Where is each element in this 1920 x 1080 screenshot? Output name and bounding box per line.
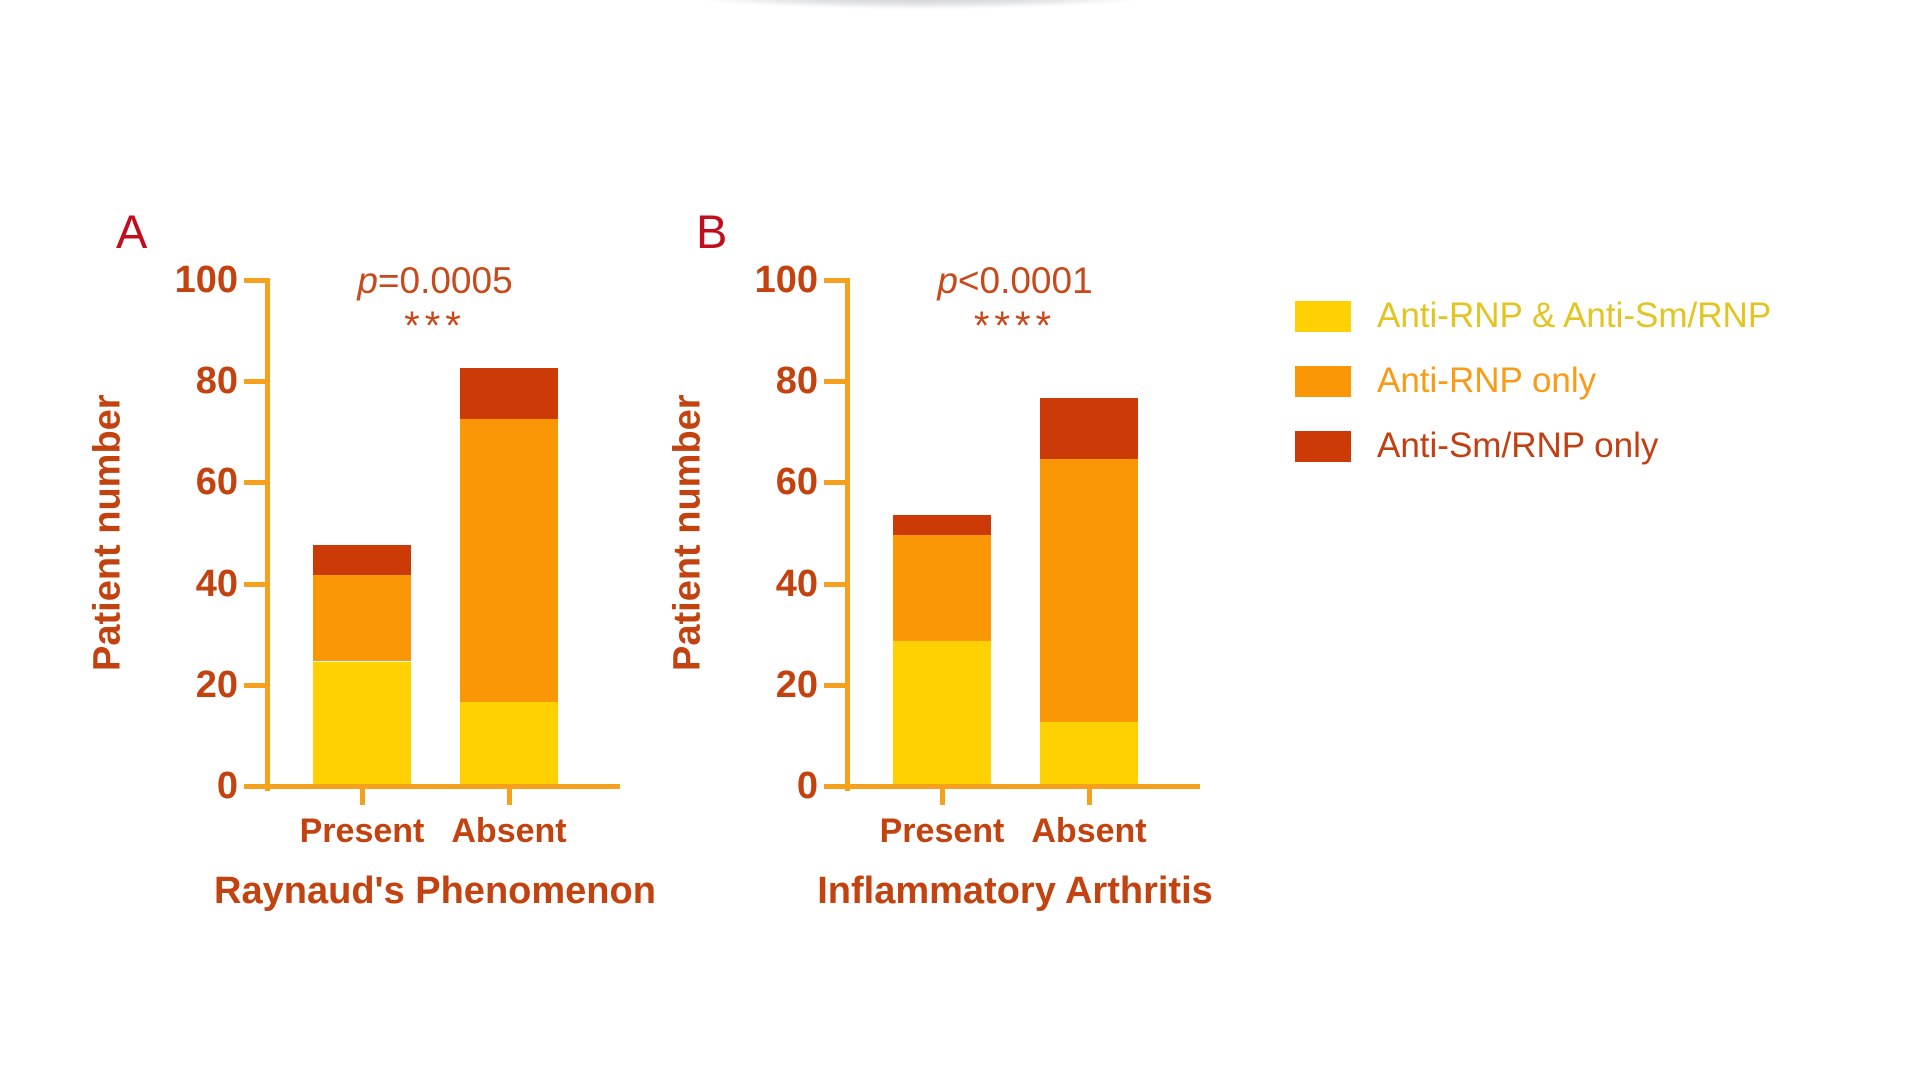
legend-item: Anti-RNP & Anti-Sm/RNP [1295,296,1771,335]
y-axis-title: Patient number [86,394,129,672]
y-axis-line [845,278,850,791]
bar-segment-anti-sm-rnp-only [893,514,991,535]
y-tick-mark [244,379,265,385]
x-axis-group-title: Inflammatory Arthritis [817,870,1213,912]
bar-segment-anti-rnp-anti-sm-rnp [1040,722,1138,788]
bar-segment-anti-rnp-only [1040,459,1138,723]
x-category-label: Present [299,812,425,850]
p-italic: p [357,260,378,301]
x-axis-line [843,784,1200,789]
y-tick-mark [244,682,265,688]
y-tick-label: 60 [775,461,818,504]
bar-segment-anti-rnp-anti-sm-rnp [313,661,411,788]
window-top-shadow [695,0,1145,8]
y-tick-label: 0 [216,765,238,807]
bar-segment-anti-sm-rnp-only [1040,398,1138,460]
x-tick-mark [1086,789,1092,805]
legend-color-swatch [1295,430,1351,462]
y-axis-title: Patient number [666,394,709,672]
x-axis-group-title: Raynaud's Phenomenon [214,870,656,912]
legend-item-label: Anti-Sm/RNP only [1377,426,1659,465]
bar-segment-anti-rnp-anti-sm-rnp [893,641,991,788]
bar-segment-anti-sm-rnp-only [313,545,411,576]
chart-panel-a: A Patient number 0 20 40 60 80 100 Present Absent… [80,205,680,950]
y-tick-label: 100 [754,259,818,301]
panel-letter: B [696,205,729,258]
panel-letter: A [116,205,149,258]
y-tick-mark [824,480,845,486]
chart-panel-b: B Patient number 0 20 40 60 80 100 Present Absent… [660,205,1260,950]
y-tick-label: 80 [775,360,818,403]
legend-item-label: Anti-RNP only [1377,361,1597,400]
significance-stars: *** [404,304,466,348]
y-tick-label: 40 [195,562,238,605]
y-tick-label: 20 [195,663,238,706]
bar-segment-anti-rnp-anti-sm-rnp [460,701,558,788]
y-axis-line [265,278,270,791]
y-tick-mark [244,480,265,486]
legend-color-swatch [1295,365,1351,397]
p-value-annotation: p=0.0005 [357,260,513,301]
x-tick-mark [359,789,365,805]
x-category-label: Absent [1031,812,1147,850]
x-tick-mark [506,789,512,805]
y-tick-mark [244,581,265,587]
y-tick-mark [824,682,845,688]
p-italic: p [937,260,958,301]
bar-segment-anti-sm-rnp-only [460,368,558,419]
y-tick-label: 60 [195,461,238,504]
y-tick-label: 40 [775,562,818,605]
y-tick-mark [824,581,845,587]
chart-legend: Anti-RNP & Anti-Sm/RNP Anti-RNP only Anti-… [1295,296,1771,465]
x-category-label: Present [879,812,1005,850]
y-tick-label: 80 [195,360,238,403]
bar-segment-anti-rnp-only [313,575,411,662]
bar-segment-anti-rnp-only [460,418,558,702]
significance-stars: **** [973,304,1057,348]
p-value-annotation: p<0.0001 [937,260,1093,301]
legend-item-label: Anti-RNP & Anti-Sm/RNP [1377,296,1772,335]
y-tick-mark [824,784,845,789]
y-tick-mark [244,278,265,283]
y-tick-label: 20 [775,663,818,706]
legend-item: Anti-Sm/RNP only [1295,426,1771,465]
x-axis-line [263,784,620,789]
legend-color-swatch [1295,300,1351,332]
legend-item: Anti-RNP only [1295,361,1771,400]
y-tick-mark [824,379,845,385]
x-tick-mark [939,789,945,805]
x-category-label: Absent [451,812,567,850]
y-tick-label: 0 [796,765,818,807]
bar-segment-anti-rnp-only [893,535,991,642]
y-tick-mark [244,784,265,789]
y-tick-label: 100 [174,259,238,301]
y-tick-mark [824,278,845,283]
